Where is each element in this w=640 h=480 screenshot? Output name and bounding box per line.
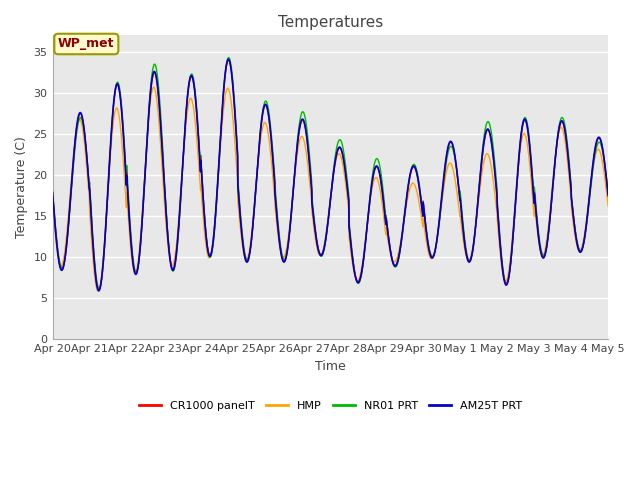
- Legend: CR1000 panelT, HMP, NR01 PRT, AM25T PRT: CR1000 panelT, HMP, NR01 PRT, AM25T PRT: [134, 396, 527, 416]
- Y-axis label: Temperature (C): Temperature (C): [15, 136, 28, 238]
- Title: Temperatures: Temperatures: [278, 15, 383, 30]
- Text: WP_met: WP_met: [58, 37, 115, 50]
- X-axis label: Time: Time: [315, 360, 346, 373]
